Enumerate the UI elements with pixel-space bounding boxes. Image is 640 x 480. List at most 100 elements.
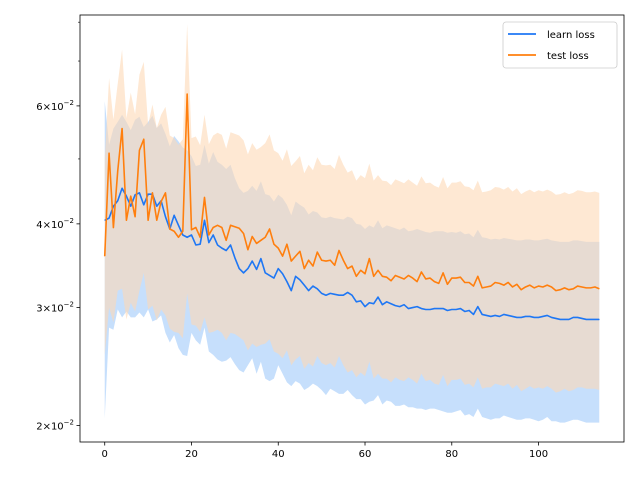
data-point	[551, 317, 552, 318]
data-point	[321, 259, 323, 261]
data-point	[147, 193, 149, 195]
data-point	[377, 269, 379, 271]
plot-frame	[79, 14, 625, 443]
data-point	[225, 250, 227, 251]
data-point	[329, 259, 331, 261]
data-point	[447, 283, 448, 285]
data-point	[555, 290, 557, 292]
data-point	[264, 272, 266, 274]
data-point	[286, 281, 288, 282]
data-point	[494, 282, 496, 283]
data-point	[507, 282, 509, 283]
data-point	[312, 265, 314, 267]
data-point	[494, 315, 496, 316]
data-point	[286, 243, 288, 245]
data-point	[230, 224, 231, 226]
data-point	[464, 311, 466, 312]
data-point	[156, 205, 158, 207]
x-tick-label: 100	[529, 449, 548, 460]
band-layer	[104, 24, 600, 423]
data-point	[325, 294, 327, 296]
data-point	[191, 229, 192, 231]
data-point	[364, 273, 366, 275]
data-point	[139, 149, 140, 151]
data-point	[295, 255, 296, 257]
data-point	[208, 242, 210, 244]
data-point	[282, 273, 283, 275]
data-point	[542, 286, 544, 288]
data-point	[373, 275, 375, 277]
data-point	[551, 286, 552, 288]
data-point	[338, 294, 340, 296]
data-point	[394, 305, 396, 307]
data-point	[178, 224, 179, 226]
data-point	[572, 288, 574, 290]
data-point	[199, 236, 201, 238]
data-point	[126, 219, 127, 221]
data-point	[581, 318, 583, 319]
data-point	[316, 288, 318, 290]
data-point	[121, 128, 123, 129]
data-point	[425, 309, 427, 310]
data-point	[260, 239, 262, 241]
data-point	[329, 292, 331, 294]
data-point	[277, 268, 279, 269]
data-point	[503, 284, 505, 286]
data-point	[217, 224, 218, 226]
data-point	[581, 286, 583, 288]
data-point	[169, 228, 171, 230]
data-point	[542, 316, 544, 317]
data-point	[585, 287, 587, 289]
x-tick-label: 60	[359, 449, 372, 460]
data-point	[408, 275, 409, 276]
data-point	[290, 290, 292, 292]
data-point	[299, 279, 301, 281]
data-point	[520, 289, 522, 291]
data-point	[321, 292, 323, 294]
legend-label: test loss	[547, 51, 589, 62]
data-point	[434, 308, 435, 309]
data-point	[152, 192, 153, 194]
data-point	[256, 269, 257, 270]
data-point	[173, 214, 175, 216]
axes-layer: 0 20 40 60 80 100 2×10−2 3×10−2 4×10−2 6×10−2	[36, 14, 625, 460]
data-point	[347, 292, 349, 293]
x-tick-label: 0	[102, 449, 108, 460]
data-point	[546, 284, 548, 286]
data-point	[277, 247, 279, 249]
data-point	[564, 319, 565, 320]
data-point	[225, 239, 227, 241]
x-tick-label: 40	[272, 449, 285, 460]
data-point	[264, 236, 266, 238]
data-point	[538, 285, 539, 287]
data-point	[403, 304, 405, 306]
data-point	[299, 250, 301, 252]
data-point	[195, 244, 197, 246]
x-tick-label: 80	[445, 449, 458, 460]
data-point	[351, 265, 353, 267]
data-point	[390, 303, 392, 305]
data-point	[243, 233, 244, 234]
data-point	[204, 219, 205, 221]
data-point	[408, 308, 409, 309]
data-point	[351, 294, 353, 296]
data-point	[373, 303, 375, 305]
data-point	[199, 243, 201, 245]
y-tick-label: 2×10−2	[36, 419, 74, 433]
data-point	[308, 290, 310, 292]
data-point	[212, 234, 214, 236]
data-point	[390, 280, 392, 282]
data-point	[455, 309, 457, 310]
data-point	[143, 138, 145, 140]
data-point	[221, 227, 223, 228]
data-point	[455, 277, 457, 279]
data-point	[191, 234, 192, 236]
data-point	[429, 277, 431, 279]
data-point	[516, 283, 518, 285]
data-point	[425, 278, 427, 280]
data-point	[316, 251, 318, 253]
data-point	[416, 306, 418, 307]
y-tick-label: 6×10−2	[36, 99, 74, 113]
data-point	[256, 243, 257, 244]
data-point	[325, 260, 327, 262]
